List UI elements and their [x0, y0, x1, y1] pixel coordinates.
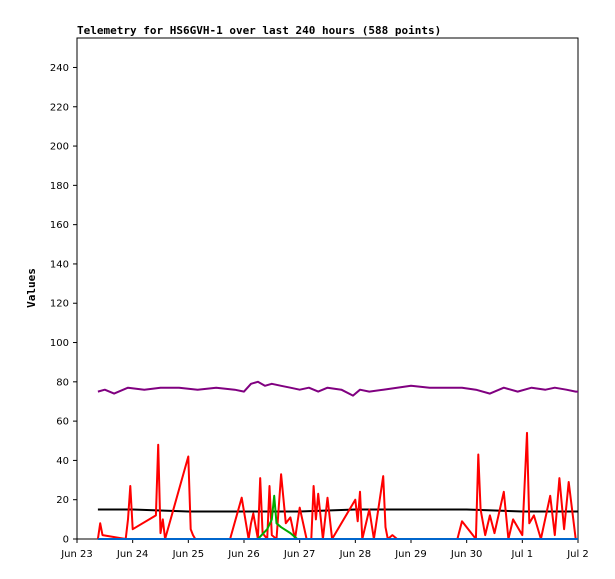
- y-tick-label: 140: [50, 259, 69, 270]
- y-tick-label: 120: [50, 299, 69, 310]
- x-tick-label: Jun 30: [450, 549, 483, 560]
- x-axis: Jun 23 Jun 24 Jun 25 Jun 26 Jun 27 Jun 28 Jun …: [60, 539, 589, 560]
- y-tick-label: 180: [50, 181, 69, 192]
- y-axis: 0 20 40 60 80 100 120 140 160 180 200 220 240: [50, 63, 77, 546]
- y-tick-label: 240: [50, 63, 69, 74]
- series-layer: [96, 380, 578, 540]
- y-axis-label: Values: [25, 268, 38, 308]
- x-tick-label: Jun 27: [283, 549, 316, 560]
- x-tick-label: Jun 26: [227, 549, 260, 560]
- series-line-4: [257, 494, 298, 540]
- x-tick-label: Jun 25: [172, 549, 205, 560]
- y-tick-label: 60: [56, 417, 69, 428]
- x-tick-label: Jun 29: [394, 549, 427, 560]
- x-tick-label: Jun 28: [339, 549, 372, 560]
- series-line-3: [96, 431, 577, 540]
- x-tick-label: Jul 2: [566, 549, 589, 560]
- x-tick-label: Jun 24: [116, 549, 149, 560]
- y-tick-label: 40: [56, 456, 69, 467]
- series-line-1: [97, 380, 578, 397]
- x-tick-label: Jun 23: [60, 549, 93, 560]
- y-tick-label: 20: [56, 495, 69, 506]
- y-tick-label: 0: [63, 535, 69, 546]
- plot-frame: [76, 37, 579, 540]
- y-tick-label: 220: [50, 102, 69, 113]
- y-tick-label: 80: [56, 377, 69, 388]
- y-tick-label: 160: [50, 220, 69, 231]
- y-tick-label: 200: [50, 142, 69, 153]
- x-tick-label: Jul 1: [511, 549, 534, 560]
- chart-title: Telemetry for HS6GVH-1 over last 240 hou…: [77, 24, 441, 37]
- y-tick-label: 100: [50, 338, 69, 349]
